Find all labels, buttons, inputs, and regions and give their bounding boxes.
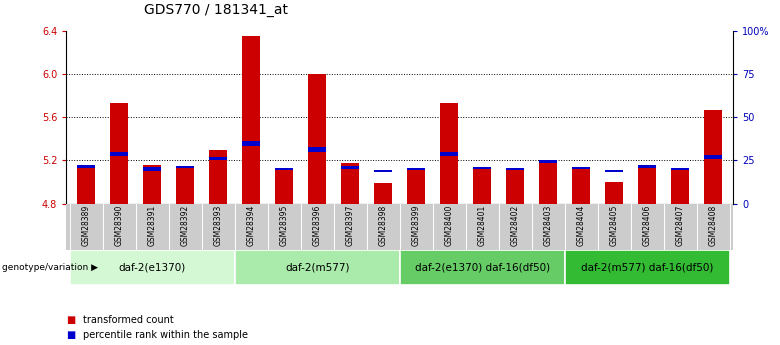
- Bar: [275, 168, 293, 170]
- Bar: [672, 168, 690, 170]
- Bar: [308, 148, 326, 152]
- Bar: [110, 103, 128, 204]
- Text: GSM28405: GSM28405: [610, 205, 619, 246]
- Text: GSM28408: GSM28408: [709, 205, 718, 246]
- Text: transformed count: transformed count: [83, 315, 174, 325]
- Bar: [235, 250, 399, 285]
- Bar: [473, 168, 491, 204]
- Bar: [110, 152, 128, 156]
- Text: ■: ■: [66, 330, 76, 339]
- Bar: [638, 166, 657, 204]
- Bar: [638, 165, 657, 168]
- Bar: [539, 161, 558, 204]
- Bar: [440, 152, 459, 156]
- Bar: [209, 157, 227, 160]
- Text: GSM28400: GSM28400: [445, 205, 454, 246]
- Bar: [341, 162, 360, 204]
- Text: GSM28395: GSM28395: [280, 205, 289, 246]
- Text: GSM28390: GSM28390: [115, 205, 123, 246]
- Text: GSM28407: GSM28407: [676, 205, 685, 246]
- Bar: [77, 167, 95, 204]
- Text: daf-2(m577) daf-16(df50): daf-2(m577) daf-16(df50): [581, 263, 714, 272]
- Bar: [143, 165, 161, 204]
- Bar: [573, 167, 590, 169]
- Text: GSM28396: GSM28396: [313, 205, 321, 246]
- Text: GSM28391: GSM28391: [147, 205, 157, 246]
- Bar: [176, 167, 194, 204]
- Bar: [242, 141, 261, 146]
- Text: ■: ■: [66, 315, 76, 325]
- Bar: [275, 169, 293, 204]
- Text: GSM28392: GSM28392: [181, 205, 190, 246]
- Bar: [573, 168, 590, 204]
- Bar: [473, 167, 491, 169]
- Bar: [407, 168, 425, 170]
- Bar: [440, 103, 459, 204]
- Text: GSM28393: GSM28393: [214, 205, 222, 246]
- Text: GSM28389: GSM28389: [82, 205, 90, 246]
- Bar: [506, 169, 524, 204]
- Bar: [308, 74, 326, 204]
- Bar: [672, 169, 690, 204]
- Text: GSM28406: GSM28406: [643, 205, 652, 246]
- Text: GSM28398: GSM28398: [379, 205, 388, 246]
- Bar: [704, 155, 722, 159]
- Bar: [176, 166, 194, 168]
- Bar: [407, 169, 425, 204]
- Bar: [565, 250, 730, 285]
- Text: GSM28397: GSM28397: [346, 205, 355, 246]
- Bar: [374, 183, 392, 204]
- Bar: [704, 110, 722, 204]
- Bar: [399, 250, 565, 285]
- Text: GDS770 / 181341_at: GDS770 / 181341_at: [144, 3, 289, 17]
- Bar: [539, 160, 558, 162]
- Text: GSM28403: GSM28403: [544, 205, 553, 246]
- Bar: [77, 165, 95, 168]
- Bar: [374, 170, 392, 172]
- Text: GSM28399: GSM28399: [412, 205, 420, 246]
- Bar: [506, 168, 524, 170]
- Bar: [341, 166, 360, 169]
- Bar: [143, 167, 161, 171]
- Text: daf-2(e1370): daf-2(e1370): [119, 263, 186, 272]
- Bar: [242, 37, 261, 204]
- Bar: [69, 250, 235, 285]
- Text: GSM28394: GSM28394: [246, 205, 256, 246]
- Text: daf-2(m577): daf-2(m577): [285, 263, 349, 272]
- Text: GSM28401: GSM28401: [478, 205, 487, 246]
- Text: GSM28404: GSM28404: [577, 205, 586, 246]
- Bar: [605, 170, 623, 172]
- Text: daf-2(e1370) daf-16(df50): daf-2(e1370) daf-16(df50): [415, 263, 550, 272]
- Text: percentile rank within the sample: percentile rank within the sample: [83, 330, 249, 339]
- Text: genotype/variation ▶: genotype/variation ▶: [2, 263, 98, 272]
- Text: GSM28402: GSM28402: [511, 205, 519, 246]
- Bar: [605, 182, 623, 204]
- Bar: [209, 150, 227, 204]
